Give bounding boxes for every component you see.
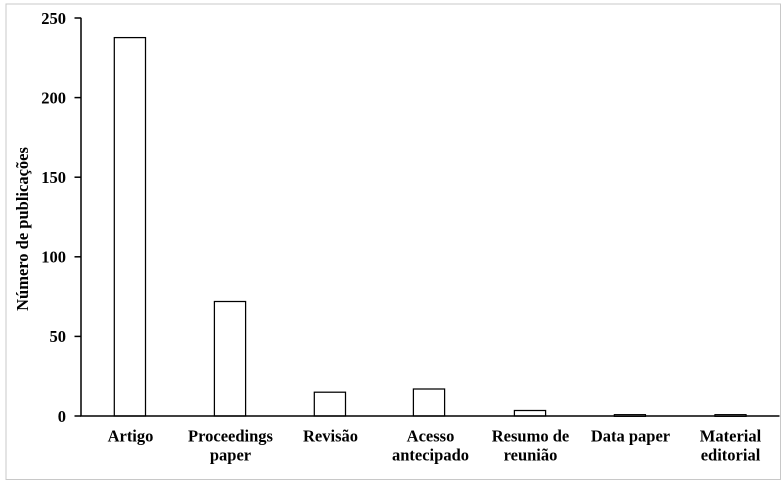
svg-text:Data paper: Data paper [591,427,670,446]
svg-text:Revisão: Revisão [303,427,358,446]
svg-text:150: 150 [41,168,66,187]
svg-text:Resumo de: Resumo de [492,427,569,446]
svg-text:250: 250 [41,9,66,28]
svg-text:reunião: reunião [504,446,558,465]
svg-text:50: 50 [50,327,67,346]
svg-text:Acesso: Acesso [407,427,455,446]
svg-text:antecipado: antecipado [392,446,469,465]
svg-text:100: 100 [41,248,66,267]
svg-text:Proceedings: Proceedings [188,427,274,446]
svg-text:Número de publicações: Número de publicações [13,147,32,311]
svg-text:paper: paper [210,446,251,465]
svg-text:Artigo: Artigo [108,427,154,446]
svg-text:200: 200 [41,88,66,107]
svg-text:Material: Material [700,427,762,446]
svg-text:editorial: editorial [701,446,761,465]
svg-text:0: 0 [58,407,66,426]
